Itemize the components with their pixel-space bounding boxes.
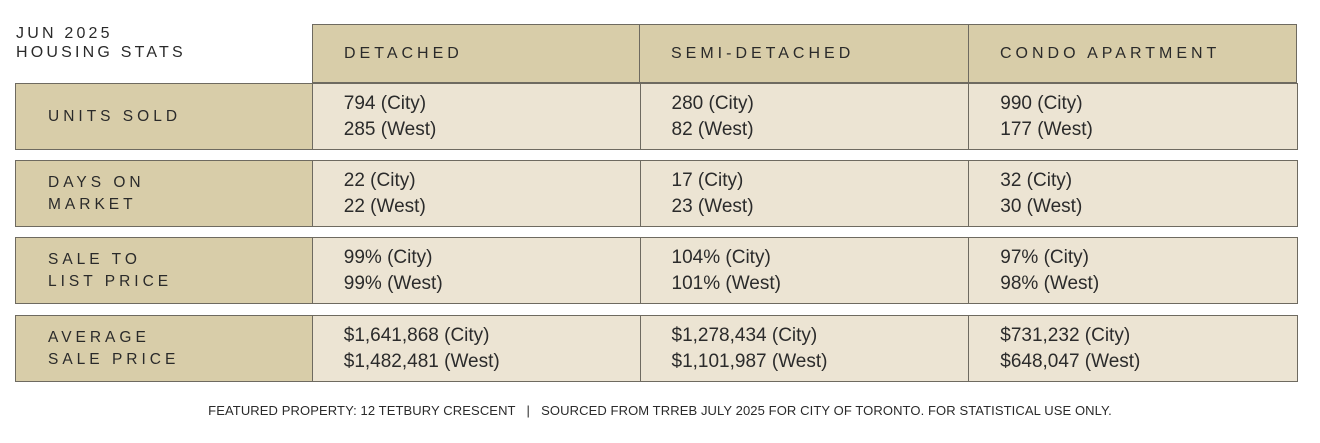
city-value: 104% (City)	[671, 246, 771, 268]
table-cell: 280 (City) 82 (West)	[640, 84, 970, 149]
west-value: 177 (West)	[1000, 118, 1093, 140]
table-cell: $1,278,434 (City) $1,101,987 (West)	[640, 316, 970, 381]
table-row-units-sold: UNITS SOLD 794 (City) 285 (West) 280 (Ci…	[15, 83, 1298, 150]
table-cell: 32 (City) 30 (West)	[969, 161, 1298, 226]
city-value: 97% (City)	[1000, 246, 1089, 268]
footer-note: FEATURED PROPERTY: 12 TETBURY CRESCENT |…	[208, 403, 1112, 418]
table-cell: 17 (City) 23 (West)	[640, 161, 970, 226]
city-value: 17 (City)	[671, 169, 744, 191]
row-label-line: SALE PRICE	[48, 350, 180, 368]
table-cell: $1,641,868 (City) $1,482,481 (West)	[312, 316, 641, 381]
column-header-detached: DETACHED	[312, 24, 640, 83]
table-cell: $731,232 (City) $648,047 (West)	[969, 316, 1298, 381]
city-value: 794 (City)	[343, 92, 427, 114]
row-label-line: SALE TO	[48, 250, 141, 268]
city-value: 990 (City)	[1000, 92, 1083, 114]
row-label: SALE TO LIST PRICE	[16, 238, 313, 303]
west-value: 23 (West)	[671, 195, 754, 217]
table-row-days-on-market: DAYS ON MARKET 22 (City) 22 (West) 17 (C…	[15, 160, 1298, 227]
row-label: UNITS SOLD	[16, 84, 313, 149]
row-label-line: MARKET	[48, 195, 137, 213]
table-cell: 99% (City) 99% (West)	[312, 238, 641, 303]
column-header-semi-detached: SEMI-DETACHED	[640, 24, 969, 83]
west-value: 285 (West)	[343, 118, 437, 140]
column-header-condo-apartment: CONDO APARTMENT	[969, 24, 1297, 83]
west-value: 22 (West)	[343, 195, 426, 217]
city-value: 22 (City)	[343, 169, 416, 191]
table-row-sale-to-list-price: SALE TO LIST PRICE 99% (City) 99% (West)…	[15, 237, 1298, 304]
row-label-line: UNITS SOLD	[48, 107, 182, 125]
row-label: DAYS ON MARKET	[16, 161, 313, 226]
west-value: 82 (West)	[671, 118, 754, 140]
table-cell: 97% (City) 98% (West)	[969, 238, 1298, 303]
table-cell: 794 (City) 285 (West)	[312, 84, 641, 149]
city-value: 32 (City)	[1000, 169, 1073, 191]
column-header-row: DETACHED SEMI-DETACHED CONDO APARTMENT	[312, 24, 1298, 83]
title-line-date: JUN 2025	[16, 25, 113, 42]
table-row-average-sale-price: AVERAGE SALE PRICE $1,641,868 (City) $1,…	[15, 315, 1298, 382]
page-title: JUN 2025 HOUSING STATS	[16, 24, 186, 62]
west-value: 101% (West)	[671, 272, 781, 294]
table-cell: 104% (City) 101% (West)	[640, 238, 970, 303]
city-value: $1,641,868 (City)	[343, 324, 490, 346]
row-label-line: DAYS ON	[48, 173, 145, 191]
west-value: 98% (West)	[1000, 272, 1100, 294]
west-value: 30 (West)	[1000, 195, 1083, 217]
west-value: 99% (West)	[343, 272, 443, 294]
city-value: $731,232 (City)	[1000, 324, 1131, 346]
title-line-subject: HOUSING STATS	[16, 44, 186, 61]
row-label: AVERAGE SALE PRICE	[16, 316, 313, 381]
city-value: 280 (City)	[671, 92, 754, 114]
city-value: 99% (City)	[343, 246, 433, 268]
west-value: $1,101,987 (West)	[671, 350, 828, 372]
table-cell: 990 (City) 177 (West)	[969, 84, 1298, 149]
west-value: $648,047 (West)	[1000, 350, 1141, 372]
row-label-line: LIST PRICE	[48, 272, 173, 290]
city-value: $1,278,434 (City)	[671, 324, 818, 346]
table-cell: 22 (City) 22 (West)	[312, 161, 641, 226]
row-label-line: AVERAGE	[48, 328, 150, 346]
west-value: $1,482,481 (West)	[343, 350, 500, 372]
